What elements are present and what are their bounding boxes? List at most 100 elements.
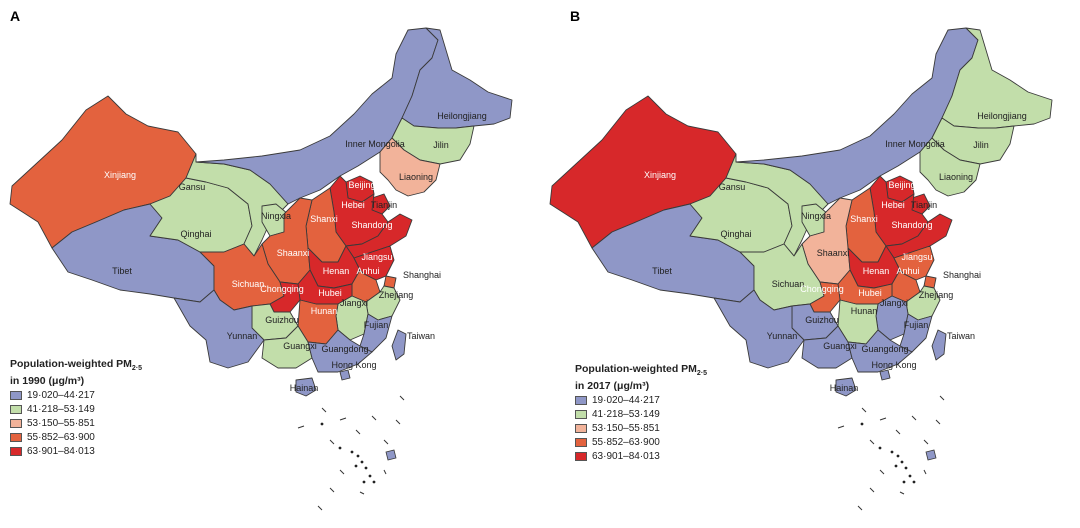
label-hainan: Hainan [830, 383, 859, 393]
legend-item: 55·852–63·900 [575, 436, 707, 449]
label-hong-kong: Hong Kong [871, 360, 916, 370]
boundary-dash [355, 429, 361, 435]
label-shandong: Shandong [891, 220, 932, 230]
island-dot [320, 422, 324, 426]
label-beijing: Beijing [888, 180, 915, 190]
legend-subtitle: in 1990 (μg/m³) [10, 375, 85, 388]
boundary-dash [339, 469, 345, 475]
label-beijing: Beijing [348, 180, 375, 190]
region-yunnan [173, 289, 265, 369]
boundary-dash [939, 395, 945, 401]
boundary-dash [383, 439, 389, 445]
region-hainan [835, 377, 857, 397]
label-guizhou: Guizhou [265, 315, 299, 325]
island-dot [912, 480, 916, 484]
label-hebei: Hebei [341, 200, 365, 210]
island-dot [356, 454, 360, 458]
label-hong-kong: Hong Kong [331, 360, 376, 370]
label-tianjin: Tianjin [911, 200, 937, 210]
legend-item: 53·150–55·851 [575, 422, 707, 435]
label-ningxia: Ningxia [261, 211, 291, 221]
boundary-dash [899, 491, 905, 495]
label-guangxi: Guangxi [823, 341, 857, 351]
boundary-dash [923, 469, 927, 475]
boundary-dash [383, 469, 387, 475]
label-ningxia: Ningxia [801, 211, 831, 221]
legend-title: Population-weighted PM2·5 [10, 358, 143, 373]
island-dot [360, 460, 364, 464]
label-jilin: Jilin [973, 140, 989, 150]
legend-item: 41·218–53·149 [10, 403, 142, 416]
island-shape [385, 449, 397, 461]
label-hubei: Hubei [318, 288, 342, 298]
label-gansu: Gansu [719, 182, 746, 192]
label-yunnan: Yunnan [767, 331, 798, 341]
label-heilongjiang: Heilongjiang [977, 111, 1027, 121]
label-hunan: Hunan [311, 306, 338, 316]
panel-a-map: Xinjiang Tibet Qinghai Gansu Inner Mongolia H… [9, 27, 513, 511]
legend-swatch [10, 391, 22, 401]
label-guangxi: Guangxi [283, 341, 317, 351]
legend-swatch [10, 433, 22, 443]
panel-a-letter: A [10, 8, 21, 24]
label-hubei: Hubei [858, 288, 882, 298]
label-jiangsu: Jiangsu [361, 252, 392, 262]
boundary-dash [879, 469, 885, 475]
boundary-dash [935, 419, 941, 425]
label-henan: Henan [863, 266, 890, 276]
island-dot [362, 480, 366, 484]
legend-swatch [10, 405, 22, 415]
legend-subtitle: in 2017 (μg/m³) [575, 380, 650, 393]
label-anhui: Anhui [356, 266, 379, 276]
island-shape [925, 449, 937, 461]
panel-b-letter: B [570, 8, 581, 24]
label-qinghai: Qinghai [180, 229, 211, 239]
legend-item: 19·020–44·217 [10, 389, 142, 402]
island-dot [338, 446, 342, 450]
label-tibet: Tibet [652, 266, 672, 276]
label-xinjiang: Xinjiang [644, 170, 676, 180]
boundary-dash [339, 417, 347, 421]
legend-swatch [575, 396, 587, 406]
island-dot [354, 464, 358, 468]
label-jilin: Jilin [433, 140, 449, 150]
boundary-dash [297, 425, 305, 429]
panel-a-legend: Population-weighted PM2·5 in 1990 (μg/m³… [10, 358, 142, 458]
label-hunan: Hunan [851, 306, 878, 316]
legend-swatch [575, 424, 587, 434]
label-shandong: Shandong [351, 220, 392, 230]
label-shaanxi: Shaanxi [277, 248, 310, 258]
label-chongqing: Chongqing [260, 284, 304, 294]
label-henan: Henan [323, 266, 350, 276]
label-jiangxi: Jiangxi [340, 298, 368, 308]
label-shanxi: Shanxi [850, 214, 878, 224]
label-jiangxi: Jiangxi [880, 298, 908, 308]
label-zhejiang: Zhejiang [379, 290, 414, 300]
legend-item: 41·218–53·149 [575, 408, 707, 421]
legend-swatch [575, 438, 587, 448]
boundary-dash [895, 429, 901, 435]
region-taiwan [931, 329, 947, 361]
island-dot [900, 460, 904, 464]
legend-swatch [10, 419, 22, 429]
boundary-dash [911, 415, 917, 421]
region-hong-kong [879, 369, 891, 381]
boundary-dash [371, 415, 377, 421]
island-dot [372, 480, 376, 484]
label-guizhou: Guizhou [805, 315, 839, 325]
label-hebei: Hebei [881, 200, 905, 210]
region-liaoning [919, 137, 981, 197]
boundary-dash [923, 439, 929, 445]
legend-item: 19·020–44·217 [575, 394, 707, 407]
label-fujian: Fujian [364, 320, 389, 330]
island-dot [908, 474, 912, 478]
boundary-dash [869, 439, 875, 445]
label-sichuan: Sichuan [772, 279, 805, 289]
region-guangdong [307, 329, 373, 373]
label-jiangsu: Jiangsu [901, 252, 932, 262]
panel-b-legend: Population-weighted PM2·5 in 2017 (μg/m³… [575, 363, 707, 463]
boundary-dash [837, 425, 845, 429]
label-shanxi: Shanxi [310, 214, 338, 224]
island-dot [890, 450, 894, 454]
